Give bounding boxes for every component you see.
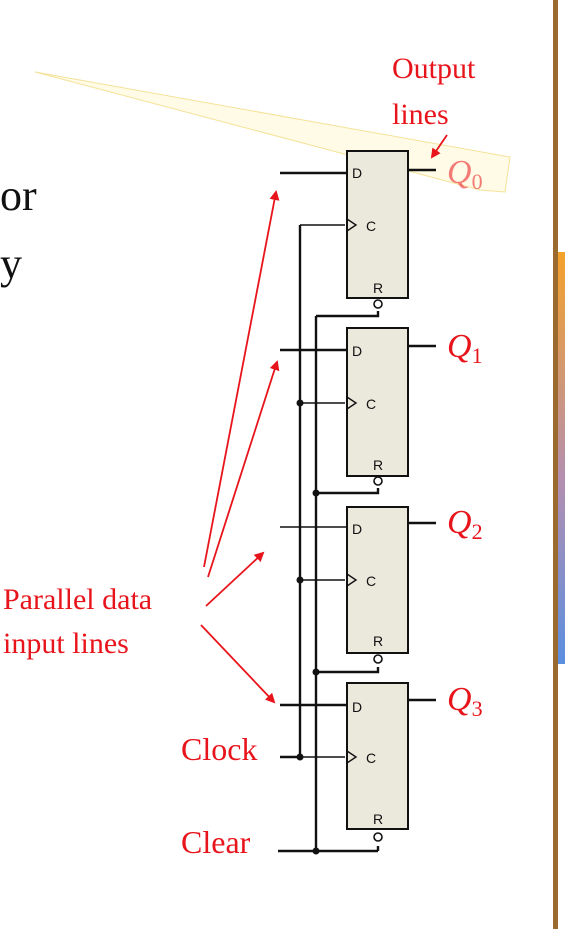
pin-c-1: C	[366, 396, 376, 412]
pin-r-1: R	[373, 457, 383, 473]
highlight-callout	[34, 71, 511, 193]
clock-label: Clock	[181, 731, 257, 767]
flip-flop-3: D C R	[280, 682, 436, 842]
pin-c-0: C	[366, 218, 376, 234]
gradient-side-panel	[558, 252, 565, 664]
flip-flop-1: D C R	[280, 327, 436, 486]
pin-c-2: C	[366, 573, 376, 589]
pin-c-3: C	[366, 750, 376, 766]
output-q2: Q2	[447, 504, 483, 544]
cutoff-text-line2: y	[0, 239, 22, 288]
pin-r-2: R	[373, 633, 383, 649]
pin-r-0: R	[373, 280, 383, 296]
input-arrow-1	[207, 360, 280, 578]
output-lines-label-2: lines	[392, 98, 449, 131]
input-arrow-0	[203, 190, 280, 568]
output-q3: Q3	[447, 681, 483, 721]
output-q1: Q1	[447, 328, 483, 368]
pin-d-0: D	[352, 165, 362, 181]
input-arrow-3	[200, 624, 276, 704]
input-arrows	[200, 190, 280, 704]
cutoff-text-line1: or	[0, 171, 37, 220]
pin-d-2: D	[352, 521, 362, 537]
parallel-data-label-1: Parallel data	[3, 583, 152, 616]
parallel-data-label-2: input lines	[3, 627, 129, 660]
output-labels: Q0 Q1 Q2 Q3	[447, 154, 483, 721]
right-edge-bar	[553, 0, 565, 929]
brown-vertical-stripe	[553, 0, 558, 929]
output-lines-arrow	[430, 134, 448, 159]
pin-d-1: D	[352, 343, 362, 359]
clear-bus	[278, 311, 380, 855]
flip-flop-0: D C R	[280, 150, 436, 309]
flip-flop-2: D C R	[280, 506, 436, 664]
input-arrow-2	[205, 551, 265, 607]
clear-label: Clear	[181, 824, 251, 860]
output-q0: Q0	[447, 154, 483, 194]
pin-d-3: D	[352, 699, 362, 715]
pin-r-3: R	[373, 811, 383, 827]
output-lines-label-1: Output	[392, 52, 476, 85]
clock-bus	[280, 224, 345, 761]
